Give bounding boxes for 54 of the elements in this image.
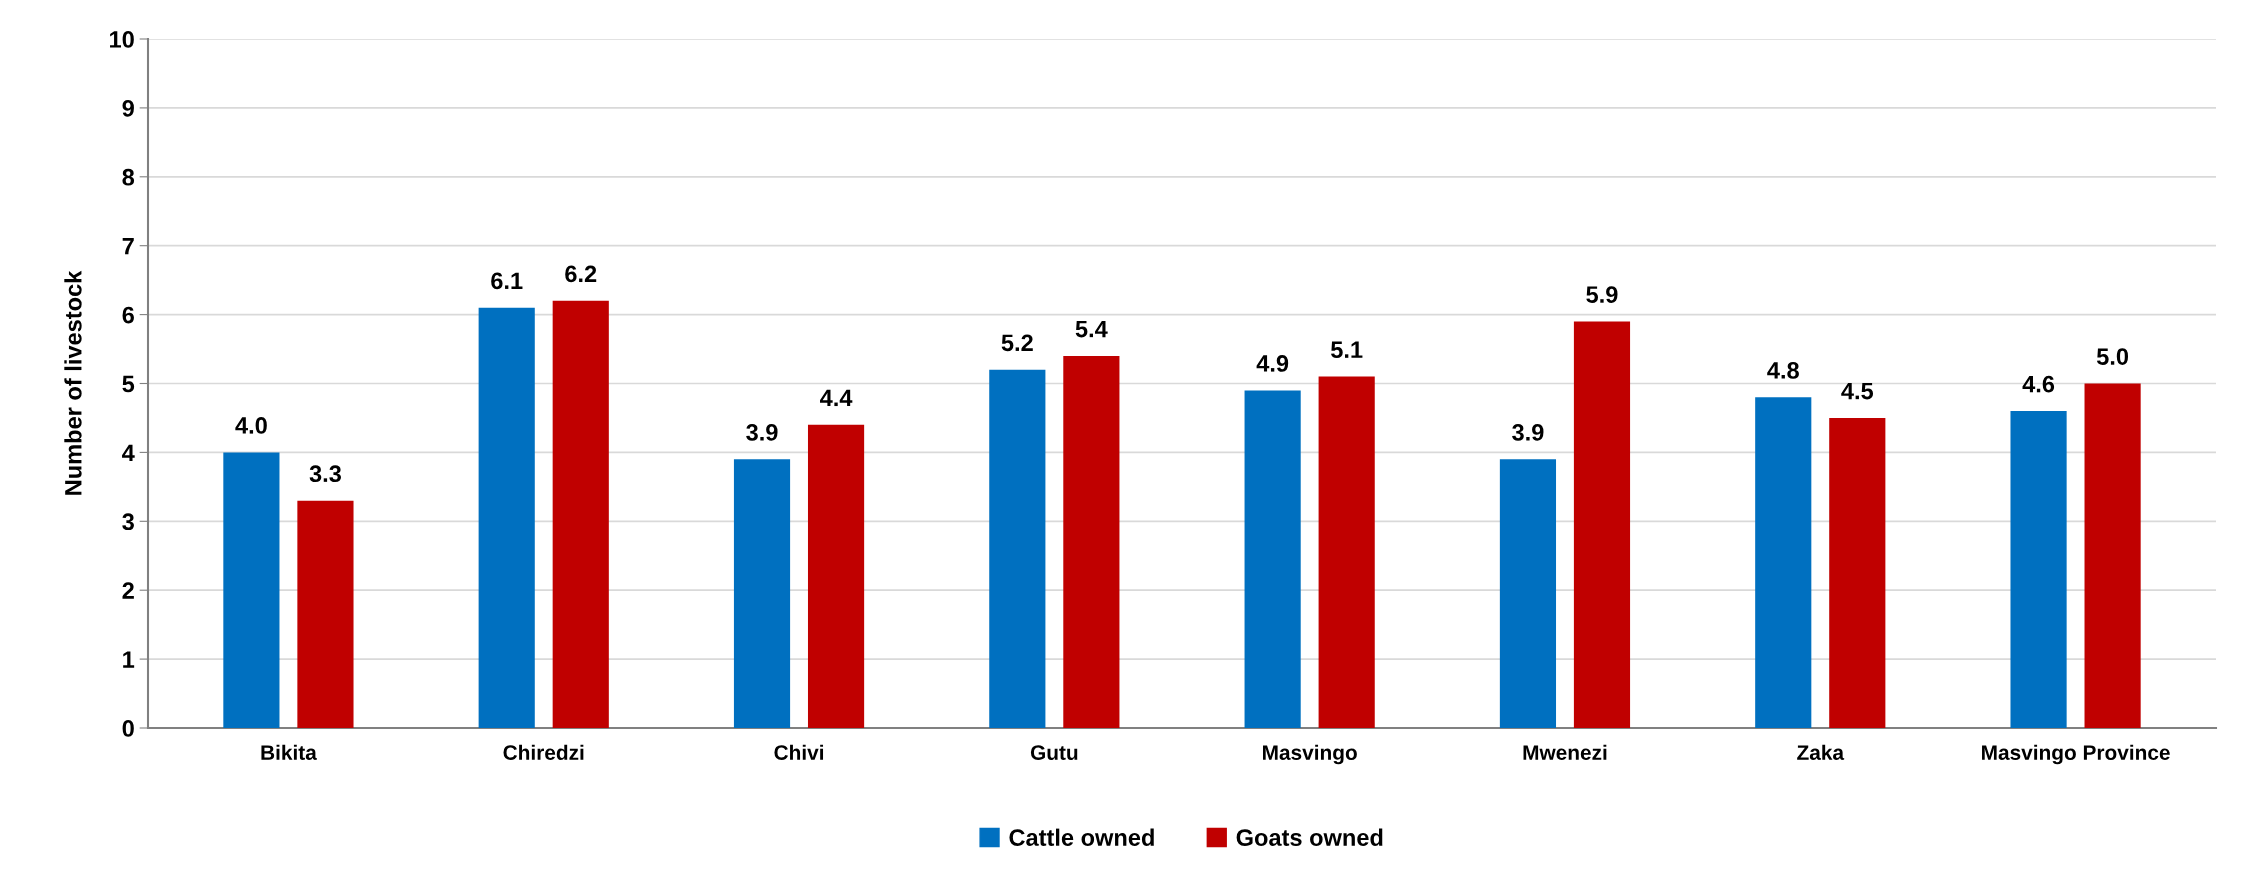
- data-label: 6.1: [491, 272, 523, 290]
- x-tick-label: Chivi: [774, 744, 824, 760]
- y-tick-label: 2: [122, 582, 134, 599]
- data-label: 3.3: [309, 465, 341, 483]
- x-tick-label: Bikita: [261, 744, 317, 760]
- y-axis-title: Number of livestock: [64, 270, 82, 495]
- data-label: 4.9: [1256, 355, 1289, 372]
- x-tick-label: Chiredzi: [503, 744, 584, 760]
- bar: [2084, 383, 2141, 728]
- bar: [1063, 355, 1120, 728]
- data-label: 3.9: [746, 424, 778, 441]
- y-tick-label: 4: [122, 444, 135, 461]
- bar: [478, 307, 535, 728]
- data-label: 5.9: [1586, 286, 1618, 303]
- data-label: 6.2: [565, 265, 597, 283]
- y-tick-label: 9: [122, 99, 134, 117]
- y-tick-label: 10: [110, 31, 134, 48]
- bar: [552, 300, 609, 728]
- x-tick-label: Gutu: [1030, 745, 1078, 760]
- y-tick-label: 7: [122, 238, 134, 255]
- legend-label: Cattle owned: [1009, 828, 1154, 846]
- y-tick-label: 0: [122, 720, 134, 737]
- bar: [223, 452, 280, 728]
- x-tick-label: Masvingo Province: [1982, 744, 2170, 765]
- bar: [1755, 397, 1812, 728]
- bar: [1244, 390, 1301, 728]
- x-tick-label: Masvingo: [1263, 744, 1357, 765]
- data-label: 5.4: [1075, 320, 1108, 338]
- data-label: 4.8: [1767, 362, 1799, 379]
- legend-label: Goats owned: [1236, 828, 1383, 846]
- data-label: 4.5: [1841, 382, 1874, 400]
- bar: [1573, 321, 1631, 728]
- bar: [1499, 459, 1557, 728]
- data-label: 5.2: [1001, 334, 1033, 352]
- data-label: 4.0: [235, 417, 267, 434]
- data-label: 5.0: [2096, 348, 2129, 365]
- data-label: 4.4: [820, 389, 853, 407]
- bar: [1829, 417, 1886, 728]
- y-tick-label: 6: [122, 306, 134, 324]
- x-tick-label: Zaka: [1797, 744, 1845, 760]
- data-label: 3.9: [1512, 424, 1544, 441]
- y-tick-label: 3: [122, 513, 134, 531]
- x-tick-label: Mwenezi: [1523, 744, 1607, 760]
- bar: [733, 459, 791, 728]
- bar: [2010, 411, 2067, 728]
- data-label: 4.6: [2022, 375, 2055, 393]
- bar: [297, 500, 354, 728]
- data-label: 5.1: [1330, 341, 1363, 359]
- y-tick-label: 5: [122, 375, 135, 393]
- bar: [1318, 376, 1375, 728]
- y-tick-label: 1: [123, 651, 135, 668]
- y-tick-label: 8: [122, 168, 135, 186]
- bar: [807, 424, 865, 728]
- bar: [989, 369, 1046, 728]
